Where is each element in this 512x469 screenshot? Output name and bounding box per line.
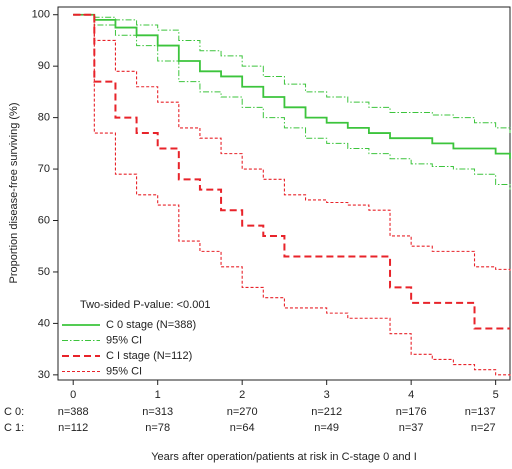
y-tick-label: 80 (38, 112, 50, 124)
legend-label: C 0 stage (N=388) (106, 319, 196, 331)
risk-count: n=270 (227, 406, 258, 418)
risk-count: n=313 (142, 406, 173, 418)
survival-curve (73, 14, 511, 134)
plot-frame (57, 6, 511, 381)
risk-count: n=78 (145, 422, 170, 434)
risk-count: n=112 (58, 422, 88, 434)
risk-count: n=27 (471, 422, 496, 434)
survival-curve (73, 13, 511, 159)
risk-count: n=212 (311, 406, 342, 418)
y-tick-label: 90 (38, 60, 50, 72)
survival-curve (73, 13, 510, 330)
y-tick-label: 70 (38, 163, 50, 175)
risk-count: n=176 (396, 406, 427, 418)
y-tick-label: 30 (38, 369, 50, 381)
risk-count: n=137 (465, 406, 496, 418)
x-tick-label: 0 (70, 389, 76, 401)
legend-label: 95% CI (106, 365, 142, 377)
risk-count: n=388 (58, 406, 89, 418)
survival-curve (73, 14, 511, 190)
legend-label: C I stage (N=112) (106, 350, 192, 362)
legend-label: 95% CI (106, 334, 142, 346)
survival-curve (73, 14, 511, 378)
x-axis-label: Years after operation/patients at risk i… (151, 451, 417, 463)
y-tick-label: 100 (32, 9, 50, 21)
x-tick-label: 5 (493, 389, 499, 401)
y-tick-label: 50 (38, 266, 50, 278)
risk-row-label: C 0: (4, 406, 24, 418)
risk-count: n=37 (399, 422, 424, 434)
y-axis-label: Proportion disease-free surviving (%) (8, 103, 20, 284)
survival-curve (73, 14, 511, 272)
x-tick-label: 3 (324, 389, 330, 401)
risk-count: n=64 (230, 422, 255, 434)
x-tick-label: 4 (408, 389, 414, 401)
annotation: Two-sided P-value: <0.001 (80, 299, 211, 311)
y-tick-label: 40 (38, 317, 50, 329)
y-tick-label: 60 (38, 214, 50, 226)
risk-row-label: C 1: (4, 422, 24, 434)
risk-count: n=49 (314, 422, 339, 434)
x-tick-label: 2 (239, 389, 245, 401)
x-tick-label: 1 (155, 389, 161, 401)
